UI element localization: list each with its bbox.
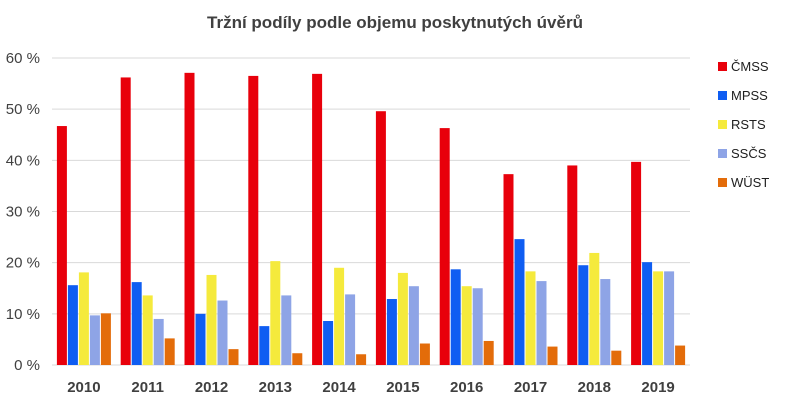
legend-label: SSČS	[731, 146, 767, 161]
bar-RSTS-2019	[653, 271, 664, 365]
bar-MPSS-2016	[450, 269, 461, 365]
bar-ČMSS-2010	[56, 126, 67, 365]
bar-SSČS-2013	[281, 295, 292, 365]
legend-swatch	[718, 91, 727, 100]
x-axis: 2010 2011 2012 2013 2014 2015 2016 2017 2018 2019	[67, 379, 675, 396]
bar-RSTS-2017	[525, 271, 536, 365]
bar-RSTS-2010	[78, 272, 89, 365]
bar-WÜST-2010	[100, 313, 111, 365]
y-tick-label: 20 %	[6, 255, 40, 272]
bar-ČMSS-2015	[375, 111, 386, 365]
bar-SSČS-2017	[536, 281, 547, 365]
legend-label: MPSS	[731, 88, 768, 103]
chart-title: Tržní podíly podle objemu poskytnutých ú…	[207, 13, 583, 32]
legend-swatch	[718, 62, 727, 71]
bar-MPSS-2014	[323, 320, 334, 365]
x-tick-label: 2018	[578, 379, 611, 396]
bar-MPSS-2012	[195, 313, 206, 365]
legend-swatch	[718, 178, 727, 187]
x-tick-label: 2017	[514, 379, 547, 396]
x-tick-label: 2011	[131, 379, 164, 396]
bar-WÜST-2014	[356, 354, 367, 365]
bar-MPSS-2013	[259, 326, 270, 365]
y-tick-label: 40 %	[6, 152, 40, 169]
y-tick-label: 0 %	[14, 357, 40, 374]
bar-RSTS-2012	[206, 274, 217, 365]
bar-MPSS-2015	[386, 298, 397, 365]
bar-RSTS-2015	[397, 272, 408, 365]
bar-SSČS-2011	[153, 318, 164, 365]
x-tick-label: 2010	[67, 379, 100, 396]
bar-SSČS-2015	[408, 286, 419, 365]
x-tick-label: 2016	[450, 379, 483, 396]
x-tick-label: 2014	[322, 379, 356, 396]
bar-ČMSS-2011	[120, 77, 131, 366]
bar-SSČS-2014	[345, 294, 356, 365]
legend-swatch	[718, 149, 727, 158]
bar-WÜST-2013	[292, 353, 303, 365]
legend-label: ČMSS	[731, 59, 769, 74]
legend-label: WÜST	[731, 175, 769, 190]
legend-swatch	[718, 120, 727, 129]
bar-WÜST-2018	[611, 350, 622, 365]
bar-ČMSS-2018	[567, 165, 578, 365]
bar-MPSS-2017	[514, 239, 525, 365]
bar-RSTS-2018	[589, 252, 600, 365]
bar-RSTS-2013	[270, 261, 281, 365]
bar-WÜST-2017	[547, 346, 558, 365]
y-tick-label: 50 %	[6, 101, 40, 118]
y-tick-label: 60 %	[6, 50, 40, 67]
bar-SSČS-2019	[664, 271, 675, 365]
bar-WÜST-2011	[164, 338, 175, 365]
bar-RSTS-2011	[142, 295, 153, 365]
x-tick-label: 2019	[641, 379, 674, 396]
bar-WÜST-2019	[675, 345, 686, 365]
x-tick-label: 2013	[259, 379, 292, 396]
bar-SSČS-2010	[89, 315, 100, 365]
legend: ČMSS MPSS RSTS SSČS WÜST	[718, 59, 769, 190]
y-tick-label: 30 %	[6, 204, 40, 221]
bar-MPSS-2011	[131, 282, 142, 365]
bar-SSČS-2016	[472, 288, 483, 365]
bar-MPSS-2010	[67, 285, 78, 365]
bars-layer	[56, 72, 686, 366]
bar-ČMSS-2017	[503, 174, 514, 365]
bar-MPSS-2019	[642, 262, 653, 365]
bar-WÜST-2015	[419, 343, 430, 365]
bar-ČMSS-2012	[184, 72, 195, 366]
bar-SSČS-2012	[217, 300, 228, 365]
bar-ČMSS-2014	[312, 73, 323, 365]
bar-WÜST-2016	[483, 340, 494, 365]
y-tick-label: 10 %	[6, 306, 40, 323]
bar-SSČS-2018	[600, 279, 611, 365]
bar-ČMSS-2016	[439, 128, 450, 365]
x-tick-label: 2012	[195, 379, 228, 396]
bar-RSTS-2016	[461, 286, 472, 365]
grid-layer: 0 % 10 % 20 % 30 % 40 % 50 % 60 %	[6, 50, 690, 374]
bar-ČMSS-2013	[248, 75, 259, 366]
bar-WÜST-2012	[228, 349, 239, 365]
bar-RSTS-2014	[334, 267, 345, 365]
bar-MPSS-2018	[578, 265, 589, 365]
x-tick-label: 2015	[386, 379, 419, 396]
legend-label: RSTS	[731, 117, 766, 132]
bar-ČMSS-2019	[631, 161, 642, 365]
